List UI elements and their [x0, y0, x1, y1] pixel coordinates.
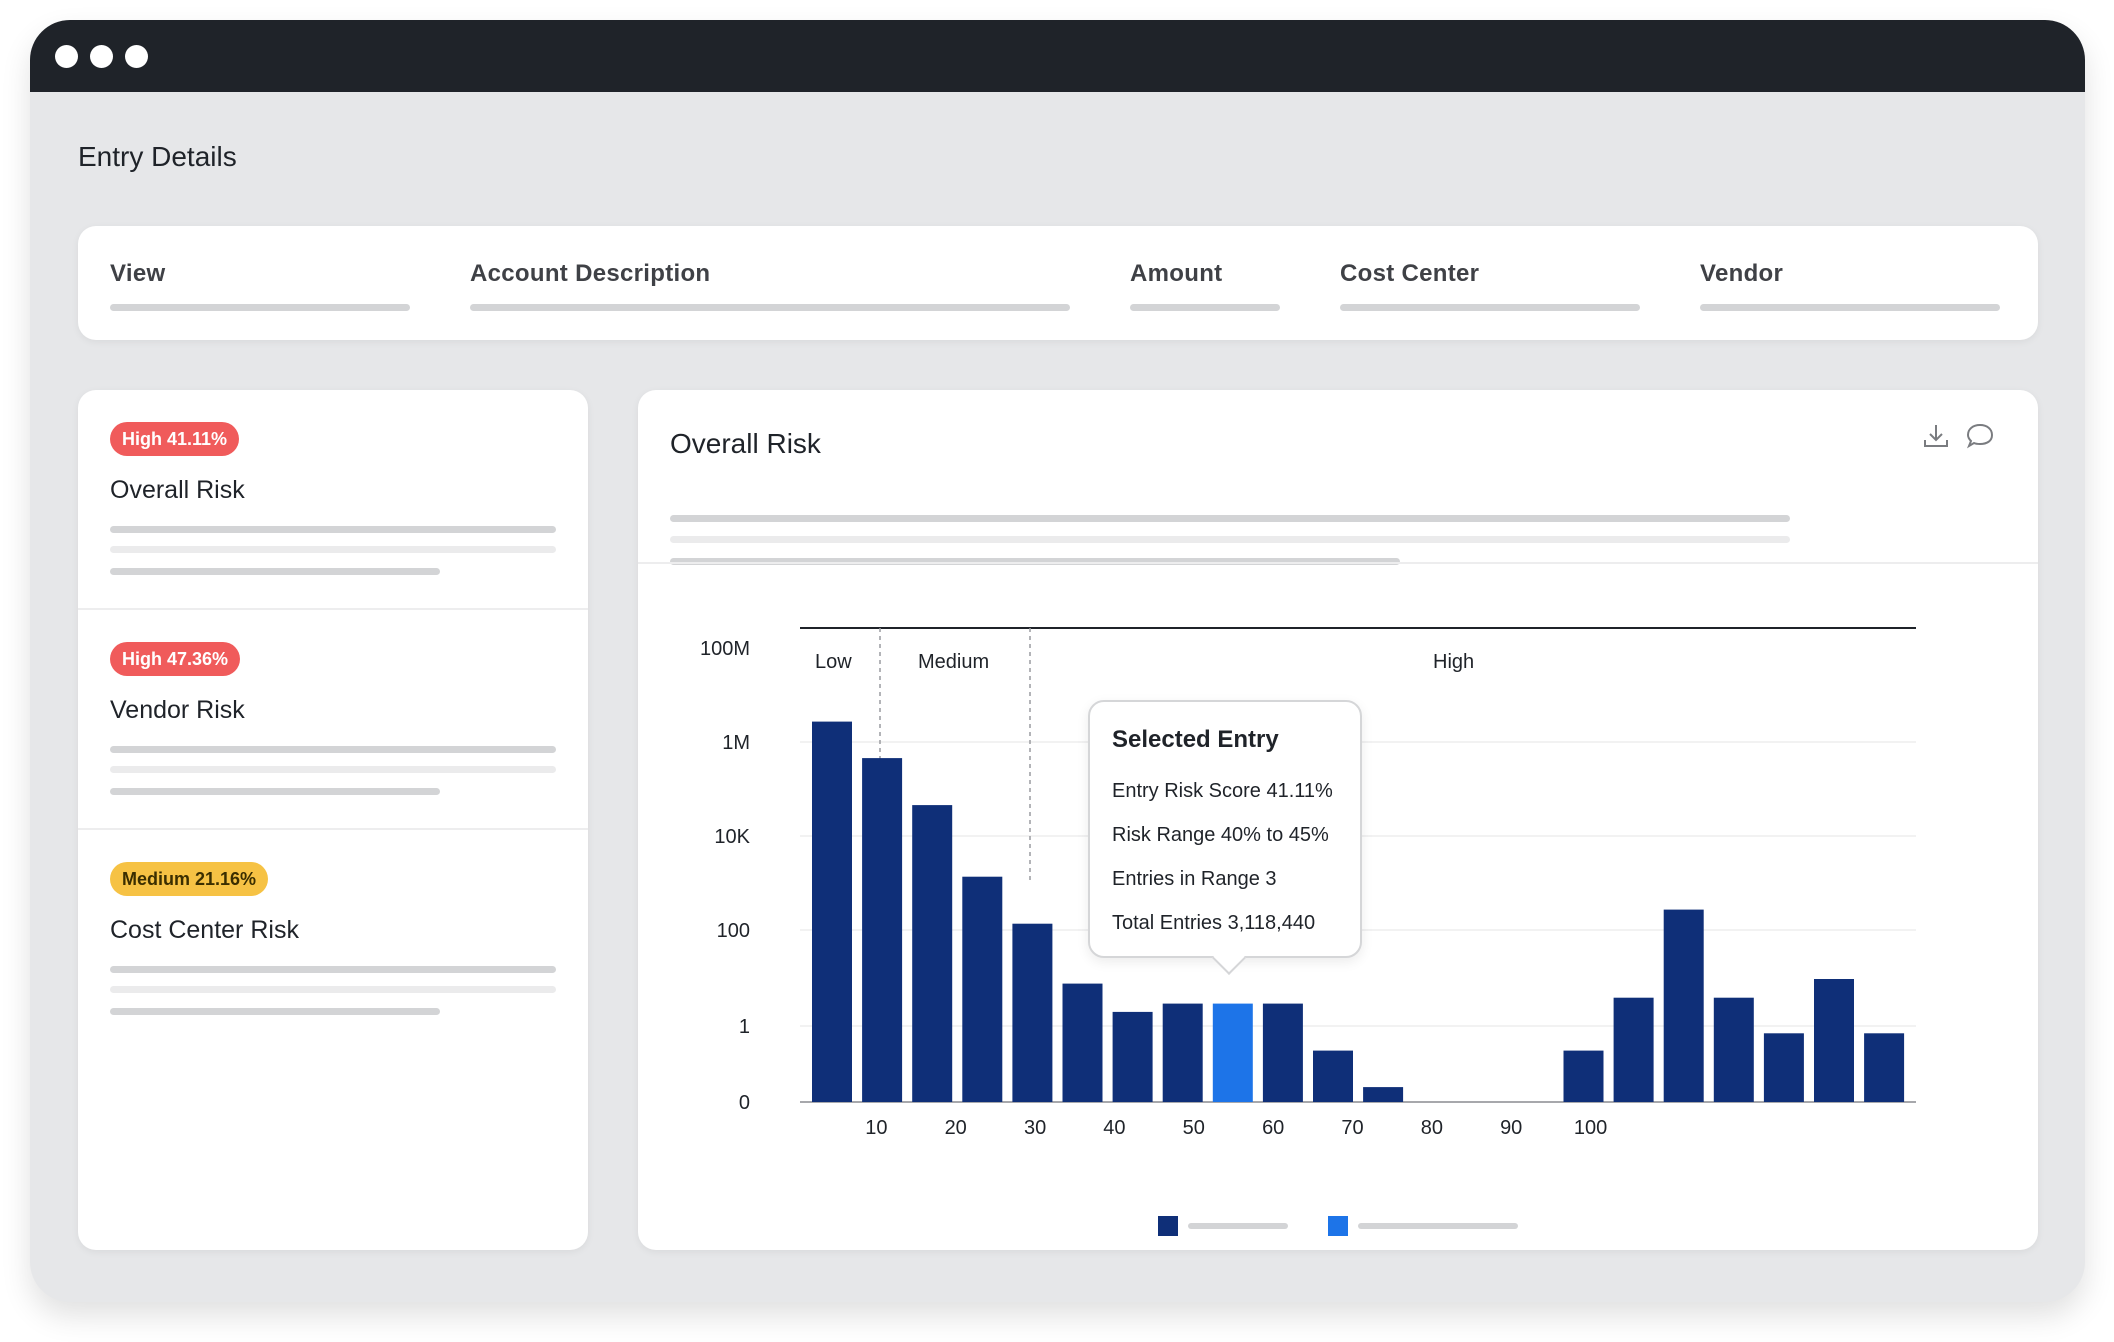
title-bar [30, 20, 2085, 92]
x-tick-label: 40 [1103, 1117, 1125, 1139]
x-tick-label: 50 [1183, 1117, 1205, 1139]
risk-histogram-chart: Low Medium High 0 1 100 10K 1M 100M 10 20 30 40 5… [700, 627, 1916, 1139]
tooltip-total-entries: Total Entries 3,118,440 [1112, 912, 1316, 934]
legend-label-placeholder [1358, 1223, 1518, 1229]
histogram-bar[interactable] [1162, 1003, 1203, 1102]
histogram-bar[interactable] [1363, 1087, 1404, 1102]
text-placeholder [110, 986, 556, 993]
histogram-bar[interactable] [1012, 923, 1053, 1102]
risk-title: Cost Center Risk [110, 916, 299, 944]
risk-title: Overall Risk [110, 476, 245, 504]
tooltip-entries-in-range: Entries in Range 3 [1112, 868, 1277, 890]
legend-swatch-selected[interactable] [1328, 1216, 1348, 1236]
x-tick-label: 10 [865, 1117, 887, 1139]
histogram-bar[interactable] [1262, 1003, 1303, 1102]
histogram-bar[interactable] [862, 758, 903, 1102]
y-tick-label: 100 [717, 920, 750, 942]
y-tick-label: 1 [739, 1016, 750, 1038]
histogram-bar[interactable] [1112, 1011, 1153, 1102]
risk-item-vendor[interactable]: High 47.36% Vendor Risk [78, 610, 588, 830]
legend-label-placeholder [1188, 1223, 1288, 1229]
histogram-bar[interactable] [1313, 1050, 1353, 1102]
x-tick-label: 70 [1341, 1117, 1363, 1139]
tooltip-title: Selected Entry [1112, 726, 1279, 753]
text-placeholder [110, 766, 556, 773]
window-dot-close[interactable] [55, 45, 78, 68]
filter-value-placeholder [110, 304, 410, 311]
text-placeholder [110, 788, 440, 795]
overall-risk-panel: Overall Risk Low Medium High 0 1 100 10K 1 [638, 390, 2038, 1250]
x-tick-label: 30 [1024, 1117, 1046, 1139]
y-tick-label: 100M [700, 638, 750, 660]
text-placeholder [110, 546, 556, 553]
window-dot-minimize[interactable] [90, 45, 113, 68]
filter-label: Cost Center [1340, 260, 1480, 287]
text-placeholder [110, 526, 556, 533]
filter-label: Account Description [470, 260, 711, 287]
zone-label-medium: Medium [918, 651, 989, 673]
app-window: Entry Details View Account Description A… [30, 20, 2085, 1302]
filter-vendor[interactable]: Vendor [1700, 260, 2000, 311]
histogram-bar[interactable] [912, 805, 953, 1102]
filter-bar: View Account Description Amount Cost Cen… [78, 226, 2038, 340]
filter-value-placeholder [470, 304, 1070, 311]
zone-label-high: High [1433, 651, 1474, 673]
histogram-bar[interactable] [812, 721, 852, 1102]
description-placeholder [670, 515, 1790, 522]
filter-value-placeholder [1130, 304, 1280, 311]
histogram-bar[interactable] [1663, 909, 1704, 1102]
risk-summary-card: High 41.11% Overall Risk High 47.36% Ven… [78, 390, 588, 1250]
histogram-bar[interactable] [1713, 997, 1754, 1102]
status-badge: Medium 21.16% [110, 862, 269, 896]
filter-cost-center[interactable]: Cost Center [1340, 260, 1640, 311]
text-placeholder [110, 746, 556, 753]
histogram-bar[interactable] [1613, 997, 1654, 1102]
text-placeholder [110, 568, 440, 575]
tooltip-risk-score: Entry Risk Score 41.11% [1112, 780, 1333, 802]
description-placeholder [670, 558, 1400, 565]
x-tick-label: 80 [1421, 1117, 1443, 1139]
text-placeholder [110, 1008, 440, 1015]
filter-amount[interactable]: Amount [1130, 260, 1280, 311]
description-placeholder [670, 536, 1790, 543]
risk-item-cost-center[interactable]: Medium 21.16% Cost Center Risk [78, 830, 588, 1050]
risk-item-overall[interactable]: High 41.11% Overall Risk [78, 390, 588, 610]
histogram-bar[interactable] [1864, 1033, 1905, 1102]
filter-account-description[interactable]: Account Description [470, 260, 1070, 311]
histogram-bar[interactable] [1763, 1033, 1804, 1102]
histogram-bar[interactable] [1062, 983, 1103, 1102]
window-dot-maximize[interactable] [125, 45, 148, 68]
divider [638, 562, 2038, 564]
filter-label: Amount [1130, 260, 1223, 287]
x-tick-label: 90 [1500, 1117, 1522, 1139]
filter-value-placeholder [1340, 304, 1640, 311]
panel-title: Overall Risk [670, 428, 821, 459]
x-tick-label: 20 [945, 1117, 967, 1139]
histogram-bar-selected[interactable] [1212, 1003, 1253, 1102]
status-badge: High 41.11% [110, 422, 240, 456]
tooltip-risk-range: Risk Range 40% to 45% [1112, 824, 1329, 846]
risk-title: Vendor Risk [110, 696, 245, 724]
legend-swatch-entries[interactable] [1158, 1216, 1178, 1236]
text-placeholder [110, 966, 556, 973]
y-tick-label: 0 [739, 1092, 750, 1114]
y-tick-label: 1M [722, 732, 750, 754]
selected-entry-tooltip: Selected Entry Entry Risk Score 41.11% R… [1088, 700, 1362, 958]
status-badge: High 47.36% [110, 642, 241, 676]
zone-label-low: Low [815, 651, 852, 673]
page-title: Entry Details [78, 141, 237, 172]
histogram-bar[interactable] [962, 876, 1003, 1102]
x-tick-label: 100 [1574, 1117, 1607, 1139]
filter-value-placeholder [1700, 304, 2000, 311]
comment-icon[interactable] [1964, 420, 1996, 452]
histogram-bar[interactable] [1563, 1050, 1604, 1102]
filter-label: View [110, 260, 166, 287]
filter-label: Vendor [1700, 260, 1784, 287]
histogram-bar[interactable] [1814, 979, 1854, 1102]
download-icon[interactable] [1920, 420, 1952, 452]
y-tick-label: 10K [714, 826, 750, 848]
filter-view[interactable]: View [110, 260, 410, 311]
x-tick-label: 60 [1262, 1117, 1284, 1139]
